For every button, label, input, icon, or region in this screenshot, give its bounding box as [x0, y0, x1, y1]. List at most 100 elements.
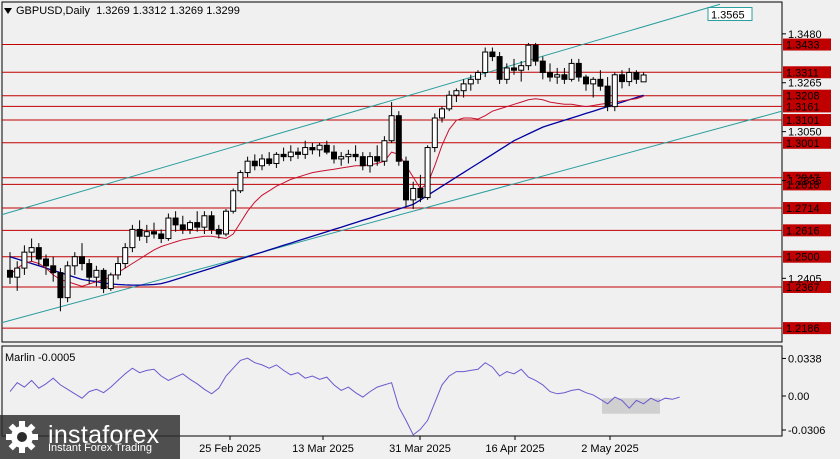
level-tag: [783, 38, 831, 51]
candle-body: [64, 265, 71, 299]
marlin-line: [9, 357, 680, 436]
candle-body: [158, 233, 165, 240]
candle-body: [345, 153, 352, 158]
candle-body: [568, 62, 575, 80]
level-label: 1.2500: [786, 252, 820, 264]
candle-body: [143, 231, 150, 237]
candle-body: [35, 247, 42, 260]
candle-body: [244, 160, 251, 174]
candle-body: [439, 108, 445, 119]
candle-body: [43, 258, 49, 267]
time-axis: 25 Feb 2025 13 Mar 2025 31 Mar 2025 16 Apr …: [199, 436, 639, 455]
candle-body: [295, 151, 301, 155]
candle-body: [417, 187, 424, 199]
chart-header: GBPUSD,Daily 1.3269 1.3312 1.3269 1.3299: [4, 5, 240, 17]
price-tick-label: 1.3265: [788, 78, 822, 90]
candle-body: [359, 156, 366, 167]
candle-body: [547, 72, 553, 78]
candle-body: [201, 215, 208, 228]
ohlc-values: 1.3269 1.3312 1.3269 1.3299: [96, 5, 240, 17]
candle-body: [309, 147, 316, 151]
candle-body: [590, 78, 597, 85]
candle-body: [93, 269, 100, 278]
level-tag: [783, 202, 831, 215]
level-tag: [783, 114, 831, 127]
candle-body: [280, 153, 287, 158]
candle-body: [100, 269, 107, 290]
candle-body: [273, 153, 280, 164]
candle-body: [165, 217, 172, 240]
candle-body: [316, 144, 323, 151]
candle-body: [28, 247, 35, 253]
candle-body: [619, 74, 625, 83]
level-tag: [783, 322, 831, 335]
candle-body: [287, 151, 294, 158]
brand-tagline: Instant Forex Trading: [48, 442, 152, 454]
candle-body: [511, 67, 517, 71]
candle-body: [626, 72, 633, 83]
candle-body: [50, 265, 57, 274]
level-label: 1.3311: [786, 67, 819, 79]
level-label: 1.3101: [786, 115, 820, 127]
time-label: 31 Mar 2025: [389, 443, 451, 455]
candle-body: [633, 72, 640, 80]
candle-body: [597, 78, 604, 87]
candle-body: [460, 83, 467, 92]
candle-body: [223, 210, 229, 235]
level-label: 1.3001: [786, 138, 820, 150]
price-tick-label: 1.2405: [788, 273, 822, 285]
candle-body: [21, 251, 28, 269]
candle-body: [230, 190, 237, 212]
level-tag: [783, 100, 831, 113]
indicator-label: Marlin -0.0005: [5, 352, 76, 364]
price-tick-label: 1.3480: [788, 29, 822, 41]
candle-body: [453, 90, 460, 96]
candle-body: [367, 156, 373, 167]
ma-slow-line: [9, 94, 644, 286]
candle-body: [7, 269, 13, 278]
candle-body: [338, 156, 345, 160]
candle-body: [266, 158, 273, 164]
level-label: 1.2367: [786, 282, 820, 294]
candle-body: [194, 222, 201, 228]
candle-body: [259, 158, 265, 167]
level-label: 1.2616: [786, 225, 820, 237]
time-label: 25 Feb 2025: [199, 443, 261, 455]
candle-body: [525, 44, 532, 67]
level-label: 1.3161: [786, 101, 820, 113]
candle-body: [151, 231, 157, 235]
level-tag: [783, 250, 831, 263]
candle-body: [611, 74, 618, 108]
candle-body: [172, 217, 179, 226]
candle-body: [251, 160, 258, 167]
candle-body: [482, 51, 489, 74]
candle-body: [129, 228, 136, 249]
gear-icon: [6, 421, 38, 453]
candle-body: [467, 78, 474, 85]
candle-body: [475, 72, 481, 80]
candle-body: [496, 56, 503, 80]
candle-body: [179, 224, 186, 230]
level-tag: [783, 66, 831, 79]
candle-body: [575, 62, 582, 78]
level-label: 1.3433: [786, 40, 820, 52]
level-tag: [783, 136, 831, 149]
triangle-down-icon[interactable]: [4, 8, 12, 15]
level-tag: [783, 280, 831, 293]
candle-body: [323, 144, 330, 153]
candle-body: [136, 228, 143, 237]
candles: [7, 42, 647, 312]
candle-body: [489, 51, 496, 58]
candle-body: [107, 274, 114, 290]
marlin-oscillator: 0.0338 0.00 -0.0306: [9, 353, 825, 437]
candle-body: [115, 263, 121, 276]
candle-body: [57, 272, 64, 299]
candle-body: [395, 115, 402, 162]
level-label: 1.2714: [786, 203, 820, 215]
osc-tick-label: 0.0338: [788, 353, 822, 365]
level-tag: [783, 89, 831, 102]
candle-body: [403, 160, 409, 201]
price-tick-label: 1.3050: [788, 127, 822, 139]
